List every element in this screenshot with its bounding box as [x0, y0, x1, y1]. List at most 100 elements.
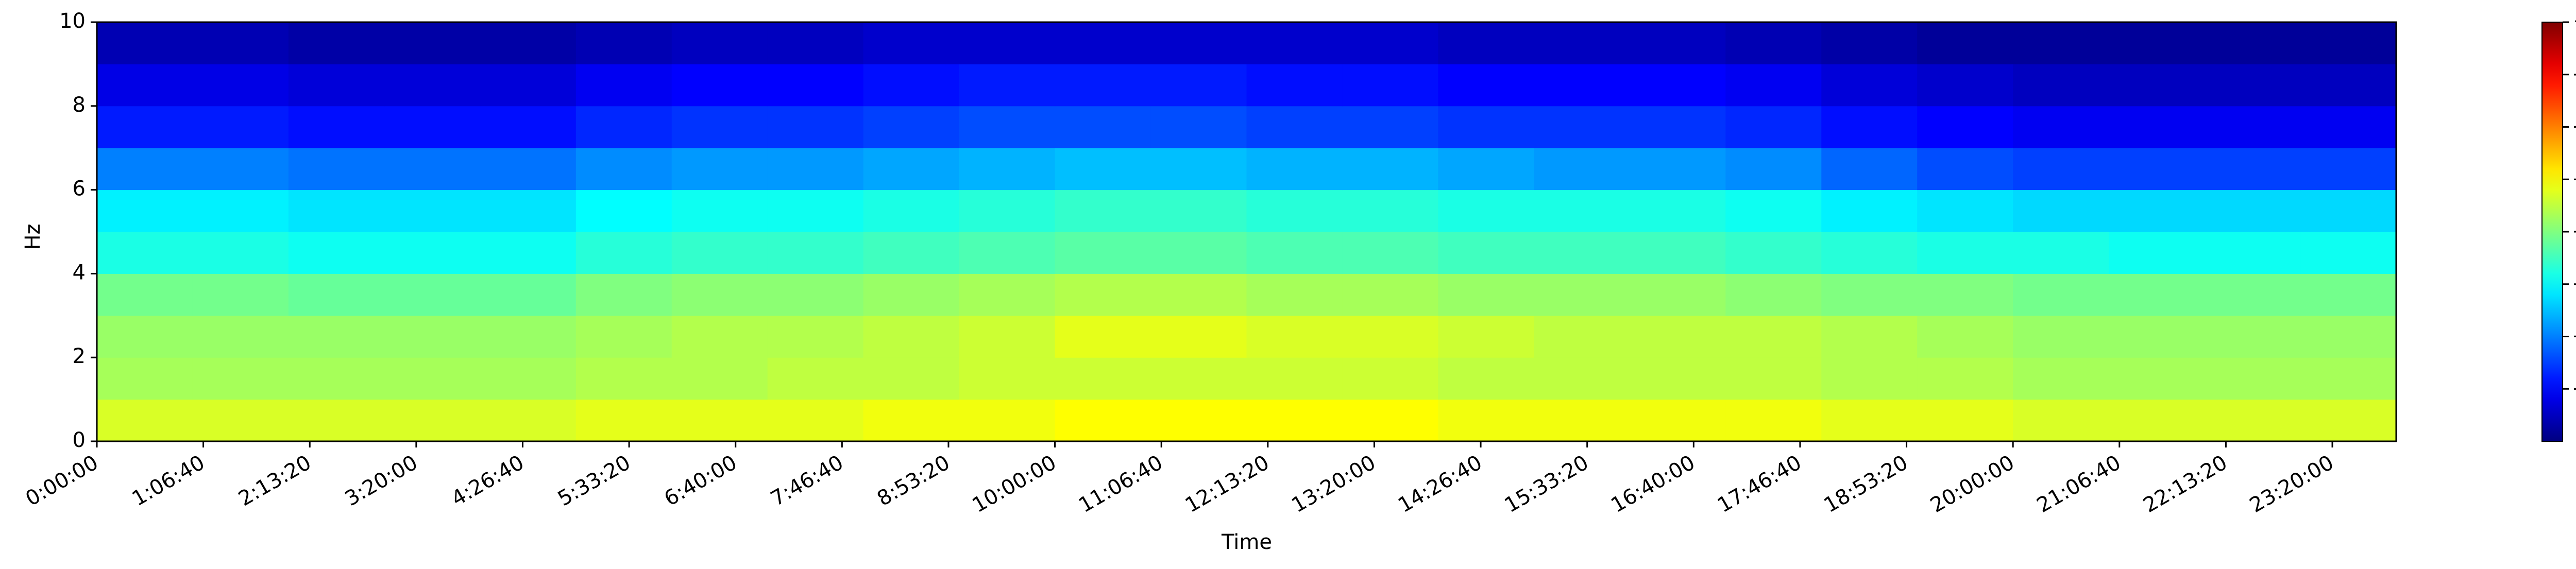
heat-cell	[575, 189, 672, 232]
heat-cell	[1055, 148, 1151, 191]
heat-cell	[384, 315, 481, 358]
colorbar-tick-label: -50 dB	[2573, 271, 2576, 295]
heat-cell	[671, 64, 768, 107]
heat-cell	[1246, 22, 1343, 64]
heat-cell	[192, 148, 289, 191]
y-tick-label: 4	[73, 261, 86, 284]
heat-cell	[2109, 189, 2205, 232]
heat-cell	[2109, 273, 2205, 316]
heat-cell	[1150, 232, 1247, 274]
heat-cell	[1438, 189, 1534, 232]
heat-cell	[1821, 64, 1918, 107]
heat-cell	[863, 64, 960, 107]
heat-cell	[575, 64, 672, 107]
heat-cell	[2013, 189, 2109, 232]
heat-cell	[1055, 315, 1151, 358]
heat-cell	[1150, 315, 1247, 358]
heat-cell	[2013, 64, 2109, 107]
heat-cell	[2013, 273, 2109, 316]
colorbar-tick-label: -70 dB	[2573, 376, 2576, 400]
heat-cell	[288, 399, 385, 442]
y-axis-label: Hz	[21, 223, 45, 250]
heat-cell	[671, 273, 768, 316]
heat-cell	[863, 315, 960, 358]
heat-cell	[192, 22, 289, 64]
heat-cell	[288, 22, 385, 64]
heat-cell	[288, 315, 385, 358]
heat-cell	[1246, 106, 1343, 148]
heat-cell	[1917, 357, 2013, 400]
heat-cell	[384, 273, 481, 316]
heat-cell	[2300, 357, 2397, 400]
heat-cell	[1150, 64, 1247, 107]
heat-cell	[1342, 189, 1438, 232]
heat-cell	[1150, 399, 1247, 442]
y-tick-label: 6	[73, 177, 86, 201]
heat-cell	[1150, 189, 1247, 232]
heat-cell	[1150, 273, 1247, 316]
y-tick-label: 8	[73, 93, 86, 117]
heat-cell	[671, 232, 768, 274]
heat-cell	[671, 189, 768, 232]
colorbar-tick-label: -60 dB	[2573, 324, 2576, 348]
heat-cell	[1917, 232, 2013, 274]
heat-cell	[575, 315, 672, 358]
heat-cell	[1246, 273, 1343, 316]
heat-cell	[671, 315, 768, 358]
heat-cell	[1438, 64, 1534, 107]
heat-cell	[1630, 106, 1726, 148]
y-tick-label: 2	[73, 344, 86, 368]
heat-cell	[959, 189, 1056, 232]
heat-cell	[288, 273, 385, 316]
plot-frame	[96, 21, 2397, 442]
x-tick-label: 15:33:20	[1501, 451, 1593, 518]
heat-cell	[1821, 357, 1918, 400]
heat-cell	[1630, 315, 1726, 358]
heat-cell	[863, 22, 960, 64]
heat-cell	[1725, 64, 1822, 107]
heat-cell	[1342, 232, 1438, 274]
heat-cell	[2013, 148, 2109, 191]
heat-cell	[1438, 22, 1534, 64]
heat-cell	[1055, 357, 1151, 400]
heat-cell	[863, 148, 960, 191]
heat-cell	[1055, 22, 1151, 64]
heat-cell	[1055, 106, 1151, 148]
heat-cell	[1438, 273, 1534, 316]
colorbar-tick-label: -30 dB	[2573, 166, 2576, 190]
heat-cell	[2013, 22, 2109, 64]
heat-cell	[1055, 232, 1151, 274]
heat-cell	[2013, 315, 2109, 358]
heat-cell	[767, 357, 864, 400]
heat-cell	[2109, 106, 2205, 148]
colorbar-tick-label: -20 dB	[2573, 114, 2576, 138]
heat-cell	[1055, 189, 1151, 232]
heat-cell	[480, 106, 577, 148]
heat-cell	[575, 399, 672, 442]
heat-cell	[1246, 357, 1343, 400]
x-tick-label: 3:20:00	[341, 451, 422, 511]
heat-cell	[1917, 273, 2013, 316]
heat-cell	[1725, 106, 1822, 148]
heat-cell	[480, 64, 577, 107]
x-tick-label: 6:40:00	[660, 451, 741, 511]
heat-cell	[767, 106, 864, 148]
y-tick-label: 0	[73, 428, 86, 452]
heat-cell	[1630, 64, 1726, 107]
heat-cell	[480, 315, 577, 358]
heat-cell	[1342, 315, 1438, 358]
heat-cell	[1534, 64, 1630, 107]
heat-cell	[2205, 64, 2301, 107]
heat-cell	[1917, 64, 2013, 107]
heat-cell	[288, 148, 385, 191]
heat-cell	[1534, 399, 1630, 442]
heat-cell	[863, 106, 960, 148]
heat-cell	[2300, 64, 2397, 107]
heat-cell	[1630, 357, 1726, 400]
heat-cell	[1821, 232, 1918, 274]
heat-cell	[1630, 273, 1726, 316]
x-tick-label: 1:06:40	[128, 451, 209, 511]
heat-cell	[288, 189, 385, 232]
heat-cell	[2300, 399, 2397, 442]
